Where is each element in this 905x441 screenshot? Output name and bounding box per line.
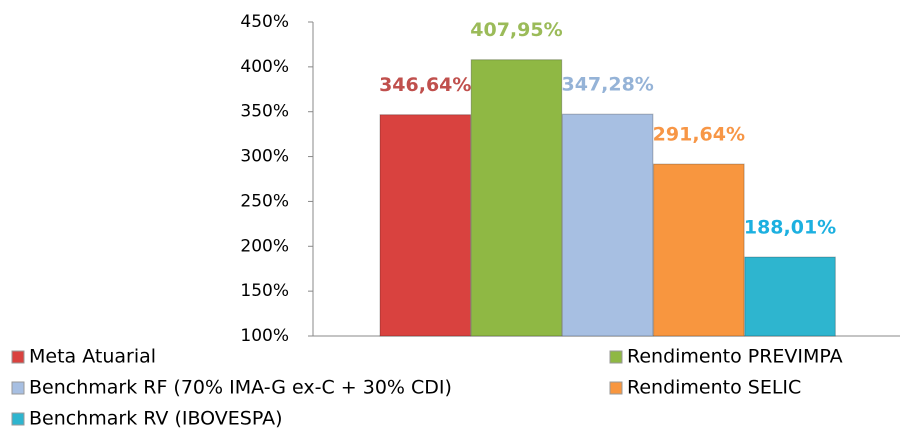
legend-label: Benchmark RV (IBOVESPA) (29, 408, 283, 430)
data-label: 346,64% (379, 74, 471, 96)
data-label: 347,28% (561, 74, 653, 96)
bar (379, 114, 471, 337)
bar (653, 163, 745, 337)
legend-label: Benchmark RF (70% IMA-G ex-C + 30% CDI) (29, 377, 452, 399)
legend-marker (11, 381, 25, 395)
y-tick-label: 150% (240, 281, 289, 301)
legend-marker (609, 350, 623, 364)
bar (744, 256, 836, 337)
legend-marker (11, 350, 25, 364)
y-tick-label: 100% (240, 326, 289, 346)
y-tick-label: 350% (240, 102, 289, 122)
data-label: 407,95% (470, 19, 562, 41)
y-tick-label: 200% (240, 236, 289, 256)
legend-label: Rendimento PREVIMPA (627, 346, 843, 368)
bar (561, 113, 654, 337)
y-tick-label: 400% (240, 57, 289, 77)
data-label: 291,64% (653, 124, 745, 146)
bar (470, 59, 563, 337)
y-tick-label: 250% (240, 191, 289, 211)
legend-marker (609, 381, 623, 395)
legend-label: Meta Atuarial (29, 346, 156, 368)
legend-marker (11, 412, 25, 426)
y-tick-label: 300% (240, 147, 289, 167)
data-label: 188,01% (744, 217, 836, 239)
legend-label: Rendimento SELIC (627, 377, 801, 399)
y-tick-label: 450% (240, 12, 289, 32)
